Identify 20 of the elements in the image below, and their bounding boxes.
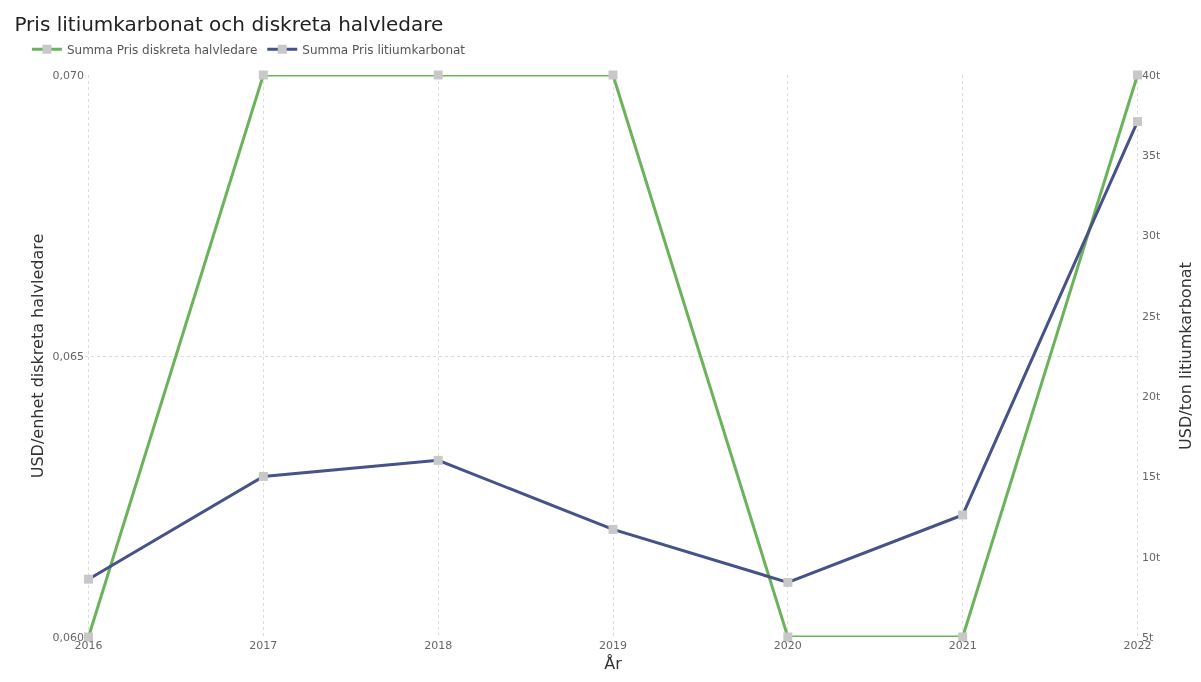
- x-tick-label: 2019: [599, 639, 627, 652]
- y-tick-label: 0,070: [52, 68, 84, 82]
- legend-label: Summa Pris litiumkarbonat: [302, 42, 466, 57]
- y2-tick-label: 15t: [1142, 470, 1161, 484]
- y2-tick-label: 25t: [1142, 309, 1161, 323]
- x-tick-label: 2020: [773, 639, 802, 652]
- x-tick-label: 2021: [948, 639, 977, 652]
- y2-tick-label: 20t: [1142, 389, 1161, 403]
- y2-axis-title: USD/ton litiumkarbonat: [1176, 262, 1195, 450]
- y2-tick-label: 10t: [1142, 550, 1161, 564]
- y2-tick-label: 40t: [1142, 68, 1161, 82]
- x-tick-label: 2017: [249, 639, 278, 652]
- y2-tick-label: 35t: [1142, 149, 1161, 163]
- y2-tick-label: 30t: [1142, 229, 1161, 243]
- chart-title: Pris litiumkarbonat och diskreta halvledare: [14, 12, 444, 37]
- y-tick-label: 0,065: [52, 349, 84, 363]
- y-axis-title: USD/enhet diskreta halvledare: [28, 233, 47, 479]
- legend-label: Summa Pris diskreta halvledare: [66, 42, 258, 57]
- x-axis-title: År: [604, 653, 623, 673]
- x-tick-label: 2018: [424, 639, 453, 652]
